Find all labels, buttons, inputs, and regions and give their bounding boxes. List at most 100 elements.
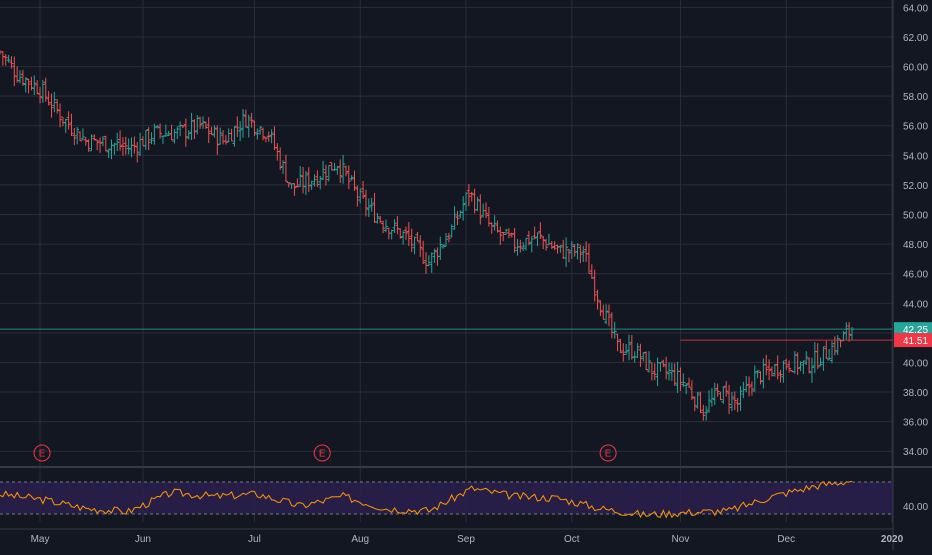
ohlc-bar[interactable] [452,206,457,230]
ohlc-bar[interactable] [323,164,328,186]
ohlc-bar[interactable] [695,391,700,409]
ohlc-bar[interactable] [355,185,360,207]
ohlc-bar[interactable] [689,380,694,400]
ohlc-bar[interactable] [75,126,80,145]
ohlc-bar[interactable] [361,180,366,199]
ohlc-bar[interactable] [712,382,717,406]
ohlc-bar[interactable] [724,381,729,397]
ohlc-bar[interactable] [69,113,74,137]
ohlc-bar[interactable] [747,376,752,397]
ohlc-bar[interactable] [504,228,509,235]
ohlc-bar[interactable] [32,75,37,96]
ohlc-bar[interactable] [103,135,108,152]
ohlc-bar[interactable] [675,361,680,393]
ohlc-bar[interactable] [609,312,614,339]
ohlc-bar[interactable] [709,388,714,407]
ohlc-bar[interactable] [140,136,145,147]
earnings-marker[interactable]: E [33,444,51,462]
ohlc-bar[interactable] [203,121,208,129]
ohlc-bar[interactable] [123,136,128,155]
ohlc-bar[interactable] [672,363,677,387]
ohlc-bar[interactable] [398,228,403,239]
ohlc-bar[interactable] [20,69,25,86]
ohlc-bar[interactable] [647,351,652,373]
ohlc-bar[interactable] [449,224,454,238]
ohlc-bar[interactable] [664,356,669,380]
ohlc-bar[interactable] [180,124,185,129]
ohlc-bar[interactable] [812,342,817,374]
ohlc-bar[interactable] [83,136,88,146]
ohlc-bar[interactable] [358,188,363,204]
ohlc-bar[interactable] [692,396,697,412]
ohlc-bar[interactable] [369,197,374,212]
ohlc-bar[interactable] [526,230,531,246]
ohlc-bar[interactable] [12,56,17,87]
ohlc-bar[interactable] [160,135,165,144]
ohlc-bar[interactable] [569,240,574,259]
ohlc-bar[interactable] [475,196,480,212]
ohlc-bar[interactable] [844,322,849,340]
ohlc-bar[interactable] [626,334,631,361]
ohlc-bar[interactable] [92,134,97,141]
ohlc-bar[interactable] [312,174,317,187]
ohlc-bar[interactable] [46,91,51,106]
ohlc-bar[interactable] [192,119,197,139]
ohlc-bar[interactable] [421,240,426,265]
ohlc-bar[interactable] [306,167,311,193]
ohlc-bar[interactable] [735,398,740,413]
ohlc-bar[interactable] [409,228,414,253]
ohlc-bar[interactable] [564,237,569,268]
ohlc-bar[interactable] [120,137,125,156]
ohlc-bar[interactable] [209,126,214,135]
ohlc-bar[interactable] [309,180,314,190]
ohlc-bar[interactable] [804,351,809,366]
ohlc-bar[interactable] [258,126,263,135]
ohlc-bar[interactable] [521,242,526,252]
ohlc-bar[interactable] [292,183,297,196]
ohlc-bar[interactable] [272,126,277,151]
ohlc-bar[interactable] [129,137,134,158]
ohlc-bar[interactable] [246,114,251,138]
ohlc-bar[interactable] [598,300,603,317]
ohlc-bar[interactable] [60,116,65,127]
ohlc-bar[interactable] [575,243,580,260]
ohlc-bar[interactable] [321,160,326,181]
ohlc-bar[interactable] [135,141,140,163]
ohlc-bar[interactable] [841,330,846,342]
ohlc-bar[interactable] [289,183,294,190]
ohlc-bar[interactable] [595,289,600,310]
ohlc-bar[interactable] [261,127,266,141]
ohlc-bar[interactable] [438,236,443,260]
ohlc-bar[interactable] [604,304,609,325]
ohlc-bar[interactable] [492,215,497,231]
ohlc-bar[interactable] [109,139,114,160]
ohlc-bar[interactable] [403,226,408,240]
ohlc-bar[interactable] [727,384,732,415]
ohlc-bar[interactable] [741,381,746,399]
ohlc-bar[interactable] [772,363,777,377]
ohlc-bar[interactable] [512,227,517,253]
ohlc-bar[interactable] [200,116,205,129]
ohlc-bar[interactable] [221,130,226,145]
ohlc-bar[interactable] [426,255,431,267]
ohlc-bar[interactable] [801,360,806,375]
ohlc-bar[interactable] [366,198,371,217]
ohlc-bar[interactable] [827,348,832,361]
ohlc-bar[interactable] [618,338,623,354]
ohlc-bar[interactable] [461,196,466,221]
ohlc-bar[interactable] [98,137,103,153]
ohlc-bar[interactable] [418,235,423,257]
ohlc-bar[interactable] [363,189,368,217]
ohlc-bar[interactable] [755,370,760,379]
ohlc-bar[interactable] [698,391,703,413]
ohlc-bar[interactable] [106,148,111,159]
ohlc-bar[interactable] [744,376,749,393]
ohlc-bar[interactable] [118,130,123,151]
ohlc-bar[interactable] [352,170,357,191]
ohlc-bar[interactable] [338,159,343,183]
ohlc-bar[interactable] [100,136,105,147]
ohlc-bar[interactable] [329,162,334,171]
ohlc-bar[interactable] [758,371,763,385]
